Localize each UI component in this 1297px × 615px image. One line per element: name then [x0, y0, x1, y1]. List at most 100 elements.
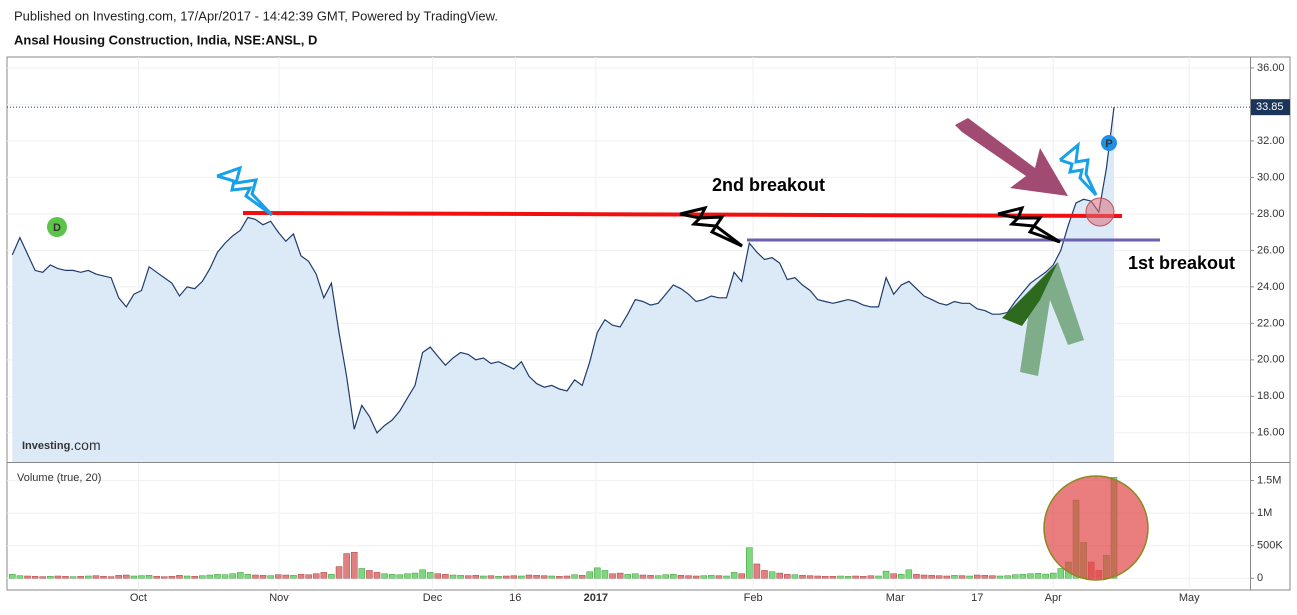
- volume-bar: [784, 574, 791, 579]
- volume-bar: [214, 574, 221, 579]
- volume-bar: [259, 575, 267, 579]
- volume-bar: [145, 575, 153, 579]
- volume-bar: [472, 575, 480, 579]
- volume-bar: [525, 574, 533, 579]
- volume-bar: [905, 569, 913, 579]
- volume-bar: [647, 575, 654, 579]
- y-tick-label: 36.00: [1257, 62, 1285, 74]
- volume-bar: [24, 575, 31, 579]
- volume-bar: [1011, 574, 1019, 579]
- volume-bar: [844, 576, 852, 579]
- marker-label: P: [1105, 138, 1112, 150]
- volume-bar: [806, 575, 814, 579]
- volume-bar: [77, 576, 84, 579]
- volume-bar: [221, 574, 229, 579]
- volume-bar: [31, 576, 39, 579]
- y-tick-label: 30.00: [1257, 171, 1285, 183]
- volume-bar: [328, 574, 335, 579]
- logo-suffix: .com: [70, 437, 100, 453]
- volume-bar: [1034, 573, 1042, 579]
- volume-bar: [533, 575, 540, 579]
- lightning: [216, 165, 274, 217]
- volume-bar: [586, 571, 594, 579]
- volume-bar: [419, 569, 426, 579]
- volume-bar: [457, 575, 464, 579]
- volume-bar: [920, 574, 928, 579]
- y-tick-label: 0: [1257, 572, 1263, 584]
- volume-bar: [973, 574, 981, 579]
- volume-bar: [746, 547, 753, 579]
- price-line: [11, 107, 1115, 434]
- volume-bar: [9, 574, 16, 579]
- volume-bar: [890, 573, 897, 579]
- volume-bar: [100, 576, 107, 579]
- volume-bar: [85, 575, 92, 579]
- volume-bar: [396, 574, 404, 579]
- x-tick-label: Oct: [130, 592, 147, 604]
- volume-bar: [183, 575, 191, 579]
- volume-bar: [708, 575, 715, 579]
- volume-bar: [943, 575, 951, 579]
- volume-bar: [305, 574, 312, 579]
- volume-bar: [130, 575, 138, 579]
- volume-bar: [730, 572, 738, 579]
- y-tick-label: 22.00: [1257, 317, 1285, 329]
- volume-bar: [267, 575, 274, 579]
- y-tick-label: 32.00: [1257, 135, 1285, 147]
- annotations: 2nd breakout 1st breakout D P: [47, 118, 1235, 581]
- volume-bar: [282, 574, 290, 579]
- volume-bar: [495, 576, 502, 579]
- volume-bar: [442, 574, 449, 579]
- y-tick-label: 16.00: [1257, 427, 1285, 439]
- x-tick-label: 17: [971, 592, 983, 604]
- arrow: [1008, 262, 1084, 376]
- volume-bar: [639, 574, 647, 579]
- highlight-circle: [1085, 197, 1115, 227]
- x-tick-label: Dec: [423, 592, 443, 604]
- volume-bar: [274, 574, 282, 579]
- volume-bar: [761, 570, 768, 579]
- volume-bar: [594, 567, 601, 579]
- volume-bar: [814, 575, 821, 579]
- y-tick-label: 28.00: [1257, 208, 1285, 220]
- volume-bar: [981, 575, 989, 579]
- x-tick-label: Mar: [886, 592, 905, 604]
- volume-bar: [388, 574, 396, 579]
- volume-bar: [244, 574, 252, 579]
- volume-bar: [464, 575, 472, 579]
- volume-bar: [335, 566, 343, 579]
- volume-bar: [670, 574, 677, 579]
- volume-bar: [601, 570, 609, 579]
- logo-brand: Investing: [22, 440, 70, 452]
- volume-bar: [229, 573, 236, 579]
- volume-bar: [928, 575, 935, 579]
- volume-bar: [913, 574, 920, 579]
- volume-bar: [723, 575, 730, 579]
- volume-bar: [1004, 575, 1011, 579]
- volume-bar: [867, 575, 875, 579]
- volume-bar: [799, 575, 806, 579]
- volume-bar: [624, 574, 631, 579]
- volume-bar: [1057, 568, 1065, 579]
- volume-bar: [898, 574, 905, 579]
- marker: [47, 217, 67, 237]
- volume-bar: [518, 575, 525, 579]
- volume-bar: [616, 572, 624, 579]
- arrow: [955, 118, 1068, 196]
- volume-bar: [39, 576, 46, 579]
- volume-bar: [654, 575, 662, 579]
- volume-bar: [882, 570, 890, 579]
- volume-bar: [168, 576, 176, 579]
- volume-bar: [1042, 573, 1049, 579]
- volume-bar: [609, 573, 616, 579]
- volume-bar: [1027, 573, 1034, 579]
- volume-bar: [366, 570, 373, 579]
- published: Published on Investing.com, 17/Apr/2017 …: [14, 8, 498, 23]
- volume-bar: [822, 576, 829, 579]
- volume-bar: [290, 575, 297, 579]
- volume-bar: [54, 575, 62, 579]
- lightning: [1059, 141, 1098, 197]
- volume-bar: [358, 568, 366, 579]
- volume-bar: [852, 575, 859, 579]
